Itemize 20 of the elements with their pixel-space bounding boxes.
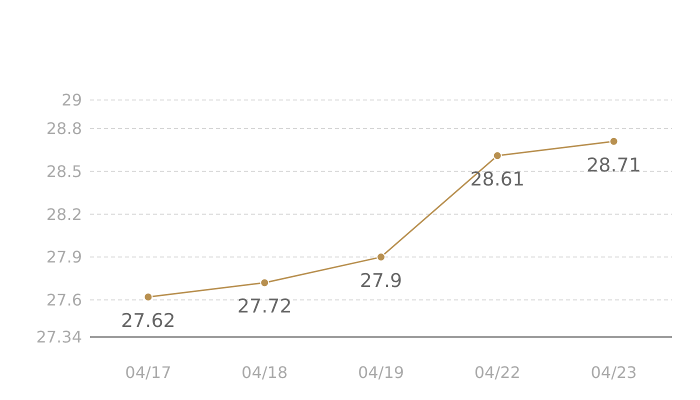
y-tick-label: 27.6 [46,290,82,310]
data-label: 27.62 [120,310,176,332]
y-tick-label: 28.2 [46,204,82,224]
x-tick-label: 04/17 [125,363,172,382]
data-label: 27.72 [237,296,292,318]
y-tick-label: 29 [62,90,82,110]
x-tick-label: 04/22 [474,363,520,382]
y-tick-label: 27.9 [46,248,82,267]
point [260,278,270,288]
data-label: 27.9 [360,270,402,292]
point [492,151,502,160]
y-tick-label: 28.5 [46,162,82,181]
data-label: 28.61 [470,168,525,191]
y-tick-label: 28.8 [46,119,82,138]
x-tick-label: 04/19 [358,363,404,382]
point [609,136,618,146]
x-tick-label: 04/23 [590,363,637,382]
data-label: 28.71 [586,154,642,176]
x-tick-label: 04/18 [242,363,288,382]
y-tick-label: 27.34 [36,328,82,347]
